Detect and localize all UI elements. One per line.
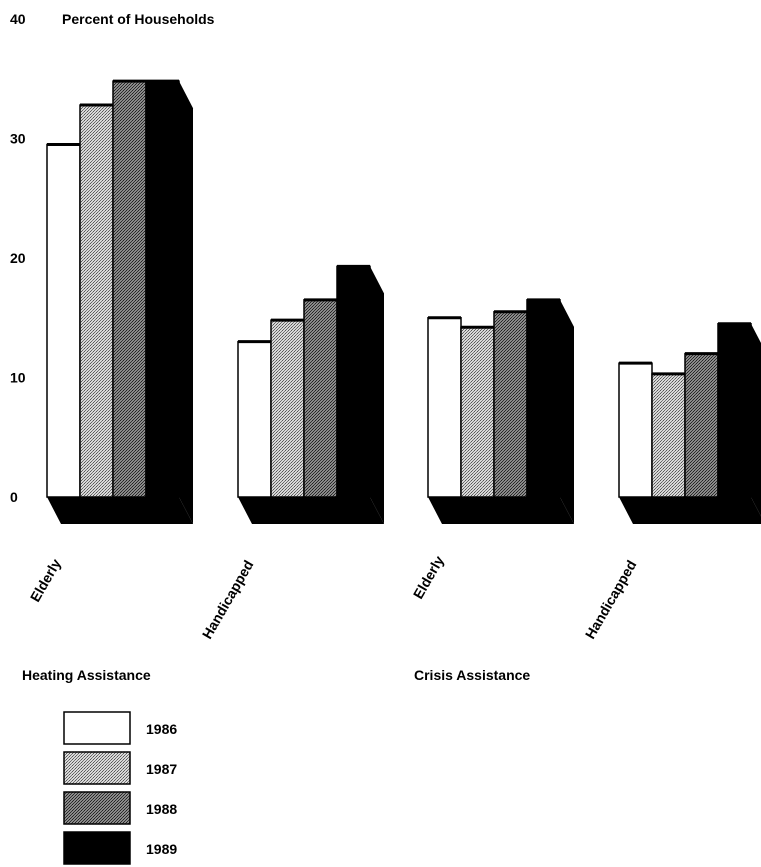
bar bbox=[112, 80, 147, 498]
group-label: Heating Assistance bbox=[22, 667, 151, 683]
bar bbox=[618, 362, 653, 498]
legend-label: 1987 bbox=[146, 761, 177, 777]
category-label: Handicapped bbox=[582, 557, 640, 641]
y-axis-ticks: 0 10 20 30 40 bbox=[10, 11, 26, 505]
legend-item: 1989 bbox=[63, 831, 177, 865]
bar bbox=[717, 322, 752, 498]
legend-item: 1988 bbox=[63, 791, 177, 825]
bar bbox=[651, 373, 686, 498]
legend-item: 1986 bbox=[63, 711, 177, 745]
bar bbox=[526, 299, 561, 498]
y-tick-label: 30 bbox=[10, 131, 26, 147]
floor-slab bbox=[47, 497, 193, 524]
bar-group bbox=[46, 79, 193, 524]
legend-label: 1988 bbox=[146, 801, 177, 817]
bar bbox=[684, 352, 719, 498]
group-label: Crisis Assistance bbox=[414, 667, 530, 683]
bar bbox=[460, 326, 495, 498]
bar-side bbox=[560, 299, 574, 524]
bar bbox=[336, 265, 371, 498]
legend-item: 1987 bbox=[63, 751, 177, 785]
bar bbox=[46, 143, 81, 498]
floor-slab bbox=[428, 497, 574, 524]
legend-swatch bbox=[63, 751, 131, 785]
bar bbox=[145, 80, 180, 498]
y-axis-label: Percent of Households bbox=[62, 11, 215, 27]
bar-group bbox=[618, 322, 761, 524]
bar bbox=[237, 340, 272, 498]
bar bbox=[427, 317, 462, 498]
floor-slab bbox=[238, 497, 384, 524]
y-tick-label: 10 bbox=[10, 370, 26, 386]
category-label: Handicapped bbox=[199, 557, 257, 641]
bar bbox=[303, 299, 338, 498]
bar-group bbox=[237, 264, 384, 524]
legend-swatch bbox=[63, 791, 131, 825]
bar-group bbox=[427, 298, 574, 524]
category-label: Elderly bbox=[410, 553, 447, 602]
legend: 1986 1987 1988 1989 bbox=[63, 711, 177, 865]
bar bbox=[270, 319, 305, 498]
y-tick-label: 20 bbox=[10, 250, 26, 266]
legend-swatch bbox=[63, 711, 131, 745]
bar bbox=[79, 104, 114, 498]
legend-label: 1989 bbox=[146, 841, 177, 857]
legend-swatch bbox=[63, 831, 131, 865]
bar bbox=[493, 311, 528, 498]
floor-slab bbox=[619, 497, 761, 524]
y-tick-label: 40 bbox=[10, 11, 26, 27]
bars bbox=[46, 79, 761, 524]
category-label: Elderly bbox=[27, 556, 64, 605]
legend-label: 1986 bbox=[146, 721, 177, 737]
y-tick-label: 0 bbox=[10, 489, 18, 505]
bar-side bbox=[751, 323, 761, 517]
group-labels: Heating Assistance Crisis Assistance bbox=[22, 667, 530, 683]
bar-side bbox=[179, 81, 193, 524]
bar-side bbox=[370, 266, 384, 524]
y-axis: Percent of Households bbox=[62, 11, 215, 27]
category-labels: Elderly Handicapped Elderly Handicapped bbox=[27, 553, 640, 642]
